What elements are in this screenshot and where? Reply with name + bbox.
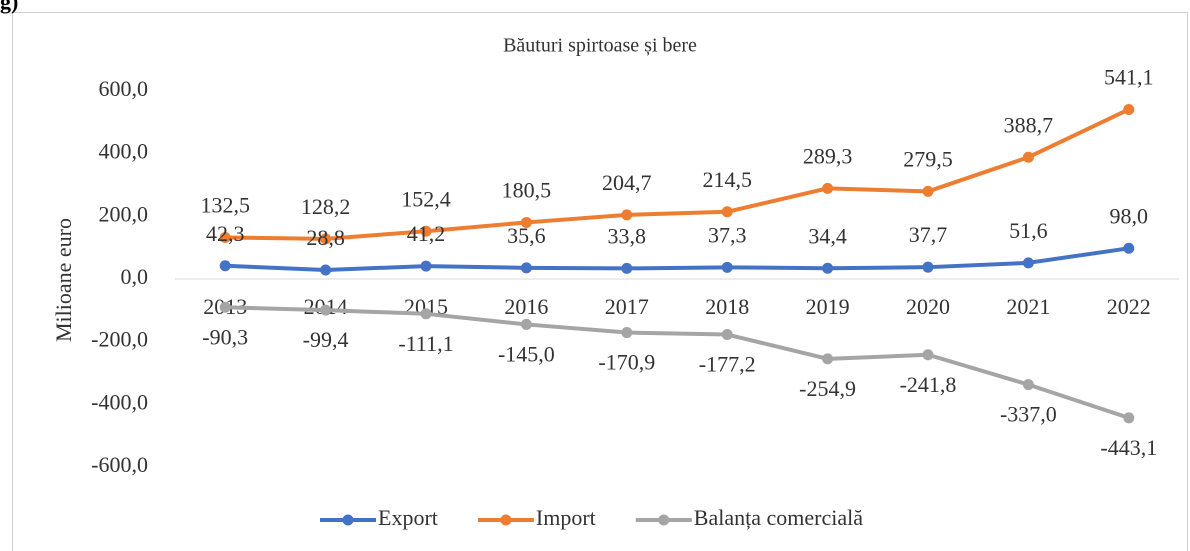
data-point <box>520 216 532 228</box>
legend-marker <box>658 514 670 526</box>
y-tick-label: -400,0 <box>91 389 148 414</box>
data-label: -145,0 <box>498 341 555 366</box>
data-point <box>520 262 532 274</box>
x-tick-label: 2020 <box>906 294 950 319</box>
data-label: -177,2 <box>699 352 756 377</box>
series-line <box>225 246 1130 272</box>
data-label: -337,0 <box>1000 402 1057 427</box>
data-label: -443,1 <box>1100 435 1157 460</box>
data-label: 37,7 <box>909 222 948 247</box>
data-label: 41,2 <box>407 221 446 246</box>
legend-marker <box>342 514 354 526</box>
data-point <box>219 301 231 313</box>
data-label: 152,4 <box>401 186 451 211</box>
series-line <box>225 107 1130 241</box>
data-label: -90,3 <box>202 324 248 349</box>
x-tick-label: 2019 <box>806 294 850 319</box>
panel-label: g) <box>0 0 18 14</box>
x-tick-label: 2021 <box>1006 294 1050 319</box>
data-point <box>1123 412 1135 424</box>
data-point <box>621 327 633 339</box>
legend-label: Import <box>536 505 596 530</box>
data-point <box>621 262 633 274</box>
data-label: 37,3 <box>708 222 747 247</box>
data-point <box>822 353 834 365</box>
data-label: 214,5 <box>702 167 752 192</box>
data-point <box>922 349 934 361</box>
data-label: 98,0 <box>1110 203 1149 228</box>
data-point <box>1022 257 1034 269</box>
data-point <box>922 185 934 197</box>
data-point <box>219 231 231 243</box>
data-point <box>320 264 332 276</box>
data-label: 388,7 <box>1004 112 1054 137</box>
y-tick-label: -600,0 <box>91 452 148 477</box>
data-label: 35,6 <box>507 223 546 248</box>
data-point <box>922 261 934 273</box>
legend-label: Export <box>378 505 438 530</box>
data-label: 180,5 <box>502 177 552 202</box>
data-point <box>219 260 231 272</box>
data-label: 51,6 <box>1009 218 1048 243</box>
data-label: -241,8 <box>900 372 957 397</box>
data-label: 541,1 <box>1104 65 1154 90</box>
x-tick-label: 2018 <box>705 294 749 319</box>
data-label: 42,3 <box>206 221 245 246</box>
y-tick-label: 600,0 <box>99 76 149 101</box>
x-tick-label: 2022 <box>1107 294 1151 319</box>
y-tick-label: 0,0 <box>121 264 149 289</box>
legend-marker <box>500 514 512 526</box>
data-label: 128,2 <box>301 194 351 219</box>
data-point <box>721 261 733 273</box>
y-tick-label: 400,0 <box>99 139 149 164</box>
x-tick-label: 2017 <box>605 294 649 319</box>
series-line <box>225 305 1130 420</box>
data-label: -111,1 <box>398 331 453 356</box>
data-label: 28,8 <box>306 225 345 250</box>
data-point <box>721 329 733 341</box>
data-label: 289,3 <box>803 143 853 168</box>
data-point <box>1022 151 1034 163</box>
y-tick-label: 200,0 <box>99 201 149 226</box>
y-tick-label: -200,0 <box>91 327 148 352</box>
data-label: 204,7 <box>602 170 652 195</box>
data-point <box>822 182 834 194</box>
data-point <box>520 318 532 330</box>
y-axis-title: Milioane euro <box>51 218 76 342</box>
data-point <box>721 206 733 218</box>
data-point <box>420 225 432 237</box>
data-label: -170,9 <box>598 350 655 375</box>
data-label: 33,8 <box>608 223 647 248</box>
data-point <box>420 308 432 320</box>
data-point <box>420 260 432 272</box>
x-tick-label: 2016 <box>504 294 548 319</box>
legend-label: Balanța comercială <box>694 505 863 530</box>
data-label: 279,5 <box>903 146 953 171</box>
data-point <box>822 262 834 274</box>
data-point <box>1123 242 1135 254</box>
chart-title: Băuturi spirtoase și bere <box>503 35 697 57</box>
data-point <box>320 233 332 245</box>
data-point <box>1123 103 1135 115</box>
data-label: 34,4 <box>808 223 847 248</box>
data-label: -99,4 <box>303 327 349 352</box>
data-label: -254,9 <box>799 376 856 401</box>
data-point <box>320 304 332 316</box>
data-point <box>1022 379 1034 391</box>
data-point <box>621 209 633 221</box>
chart-border <box>12 12 1188 551</box>
data-label: 132,5 <box>200 193 250 218</box>
